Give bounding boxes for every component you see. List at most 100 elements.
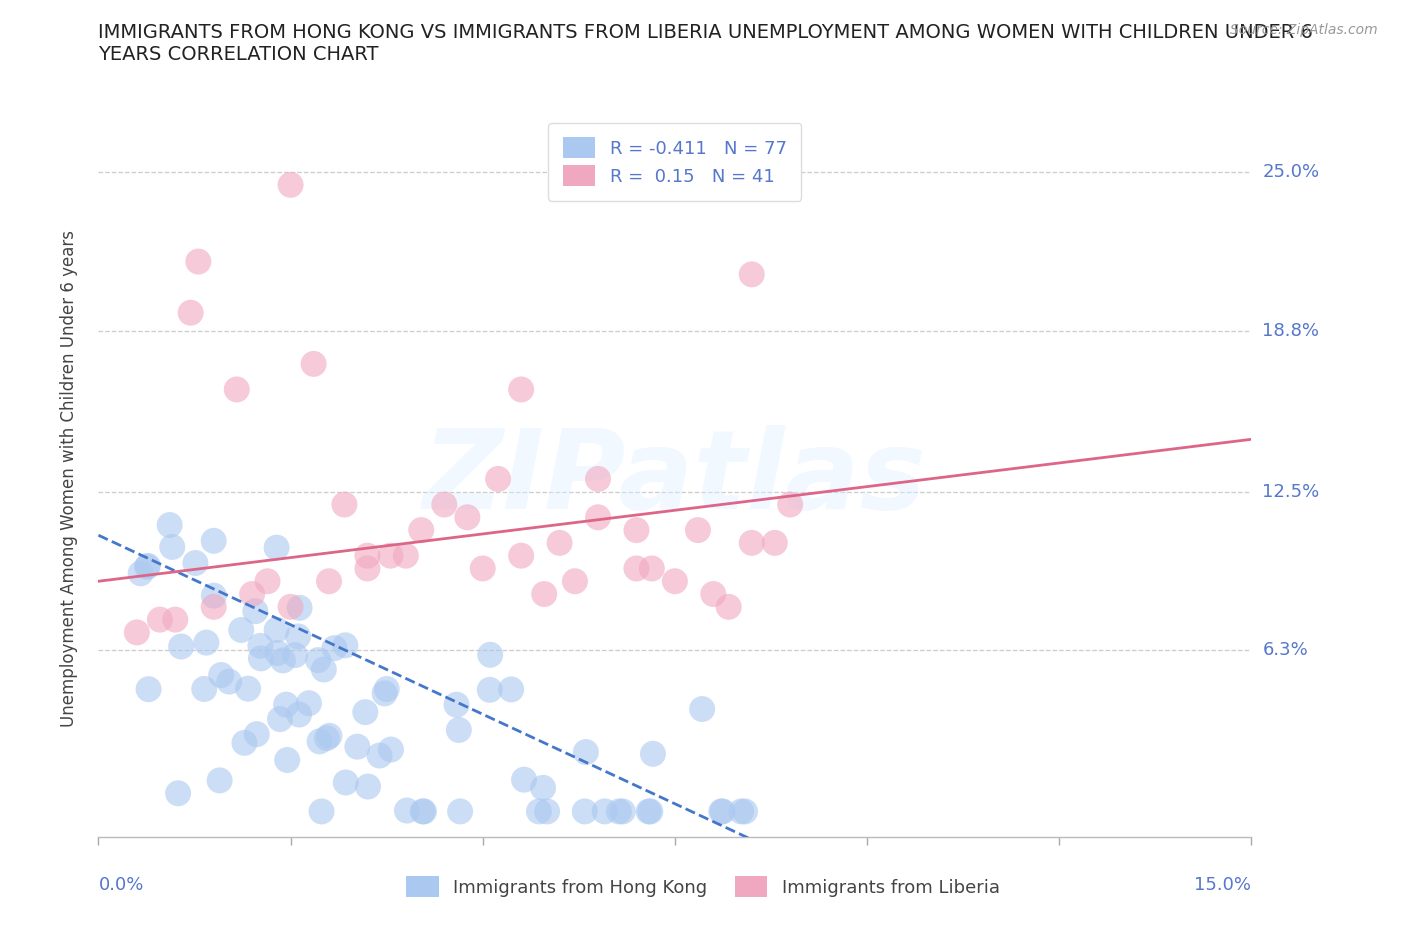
Point (741, 536, 763, 551)
Point (288, 601, 311, 616)
Y-axis label: Unemployment Among Women with Children Under 6 years: Unemployment Among Women with Children U… (59, 231, 77, 727)
Point (510, 382, 533, 397)
Point (323, 641, 346, 656)
Point (346, 739, 368, 754)
Point (586, 472, 609, 486)
Point (159, 518, 181, 533)
Point (449, 804, 471, 819)
Point (478, 683, 501, 698)
Point (702, 587, 724, 602)
Point (266, 540, 288, 555)
Point (308, 734, 330, 749)
Point (357, 779, 380, 794)
Point (411, 523, 433, 538)
Point (413, 804, 436, 819)
Point (593, 804, 616, 819)
Point (276, 752, 298, 767)
Point (536, 804, 558, 819)
Point (395, 549, 418, 564)
Point (284, 647, 307, 662)
Text: 6.3%: 6.3% (1263, 642, 1308, 659)
Point (209, 668, 232, 683)
Point (218, 674, 240, 689)
Point (433, 498, 456, 512)
Point (167, 786, 190, 801)
Point (564, 574, 586, 589)
Point (375, 682, 398, 697)
Legend: Immigrants from Hong Kong, Immigrants from Liberia: Immigrants from Hong Kong, Immigrants fr… (392, 862, 1014, 911)
Point (312, 662, 335, 677)
Point (690, 701, 713, 716)
Point (266, 622, 288, 637)
Point (513, 772, 536, 787)
Point (180, 305, 202, 320)
Point (664, 574, 686, 589)
Point (356, 561, 378, 576)
Point (486, 472, 509, 486)
Point (412, 804, 434, 819)
Point (531, 780, 554, 795)
Text: Source: ZipAtlas.com: Source: ZipAtlas.com (1230, 23, 1378, 37)
Point (240, 587, 263, 602)
Point (779, 498, 801, 512)
Point (640, 804, 662, 819)
Point (730, 804, 752, 819)
Point (717, 600, 740, 615)
Point (626, 561, 648, 576)
Point (165, 612, 187, 627)
Point (202, 600, 225, 615)
Point (710, 804, 733, 819)
Point (607, 804, 630, 819)
Point (711, 804, 734, 819)
Text: IMMIGRANTS FROM HONG KONG VS IMMIGRANTS FROM LIBERIA UNEMPLOYMENT AMONG WOMEN WI: IMMIGRANTS FROM HONG KONG VS IMMIGRANTS … (98, 23, 1313, 42)
Legend: R = -0.411   N = 77, R =  0.15   N = 41: R = -0.411 N = 77, R = 0.15 N = 41 (548, 123, 801, 201)
Point (231, 622, 253, 637)
Point (586, 510, 609, 525)
Point (315, 731, 337, 746)
Text: ZIPatlas: ZIPatlas (423, 425, 927, 533)
Point (274, 698, 297, 712)
Point (763, 536, 786, 551)
Point (256, 574, 278, 589)
Point (311, 804, 333, 819)
Point (271, 653, 294, 668)
Point (287, 629, 309, 644)
Point (125, 625, 148, 640)
Point (202, 588, 225, 603)
Point (136, 559, 159, 574)
Point (333, 498, 356, 512)
Point (374, 686, 396, 701)
Point (456, 510, 478, 525)
Point (574, 804, 596, 819)
Point (446, 698, 468, 712)
Point (149, 612, 172, 627)
Point (641, 561, 664, 576)
Point (162, 539, 184, 554)
Point (533, 587, 555, 602)
Point (395, 804, 418, 818)
Point (250, 651, 273, 666)
Point (510, 549, 533, 564)
Point (734, 804, 756, 819)
Point (380, 742, 402, 757)
Point (641, 747, 664, 762)
Point (184, 555, 207, 570)
Point (246, 726, 269, 741)
Point (479, 647, 502, 662)
Point (335, 775, 357, 790)
Point (548, 536, 571, 551)
Point (187, 254, 209, 269)
Point (269, 711, 291, 726)
Point (368, 748, 391, 763)
Point (233, 736, 256, 751)
Point (280, 178, 302, 193)
Point (236, 682, 259, 697)
Point (626, 523, 648, 538)
Point (266, 645, 288, 660)
Text: 25.0%: 25.0% (1263, 163, 1320, 181)
Point (575, 745, 598, 760)
Point (380, 549, 402, 564)
Point (612, 804, 634, 819)
Point (280, 600, 302, 615)
Point (318, 574, 340, 589)
